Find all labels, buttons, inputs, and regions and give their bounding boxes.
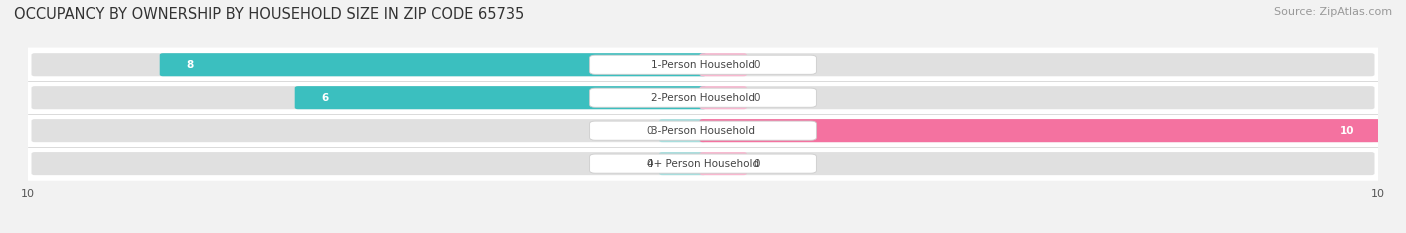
- FancyBboxPatch shape: [31, 152, 1375, 175]
- FancyBboxPatch shape: [160, 53, 706, 76]
- Text: Source: ZipAtlas.com: Source: ZipAtlas.com: [1274, 7, 1392, 17]
- FancyBboxPatch shape: [31, 86, 1375, 109]
- FancyBboxPatch shape: [589, 55, 817, 74]
- Text: 3-Person Household: 3-Person Household: [651, 126, 755, 136]
- FancyBboxPatch shape: [589, 154, 817, 173]
- FancyBboxPatch shape: [659, 152, 706, 175]
- Text: 6: 6: [322, 93, 329, 103]
- Text: 8: 8: [187, 60, 194, 70]
- FancyBboxPatch shape: [589, 121, 817, 140]
- FancyBboxPatch shape: [589, 88, 817, 107]
- Text: 0: 0: [754, 159, 761, 169]
- FancyBboxPatch shape: [659, 119, 706, 142]
- FancyBboxPatch shape: [27, 113, 1379, 148]
- Text: 0: 0: [754, 93, 761, 103]
- Text: 4+ Person Household: 4+ Person Household: [647, 159, 759, 169]
- FancyBboxPatch shape: [295, 86, 706, 109]
- FancyBboxPatch shape: [700, 86, 747, 109]
- Text: 0: 0: [645, 159, 652, 169]
- Text: 1-Person Household: 1-Person Household: [651, 60, 755, 70]
- FancyBboxPatch shape: [27, 147, 1379, 181]
- FancyBboxPatch shape: [700, 53, 747, 76]
- FancyBboxPatch shape: [27, 48, 1379, 82]
- FancyBboxPatch shape: [31, 53, 1375, 76]
- Text: 2-Person Household: 2-Person Household: [651, 93, 755, 103]
- Text: 0: 0: [645, 126, 652, 136]
- Text: OCCUPANCY BY OWNERSHIP BY HOUSEHOLD SIZE IN ZIP CODE 65735: OCCUPANCY BY OWNERSHIP BY HOUSEHOLD SIZE…: [14, 7, 524, 22]
- FancyBboxPatch shape: [27, 81, 1379, 115]
- FancyBboxPatch shape: [31, 119, 1375, 142]
- Text: 10: 10: [1340, 126, 1354, 136]
- FancyBboxPatch shape: [700, 152, 747, 175]
- Text: 0: 0: [754, 60, 761, 70]
- FancyBboxPatch shape: [700, 119, 1381, 142]
